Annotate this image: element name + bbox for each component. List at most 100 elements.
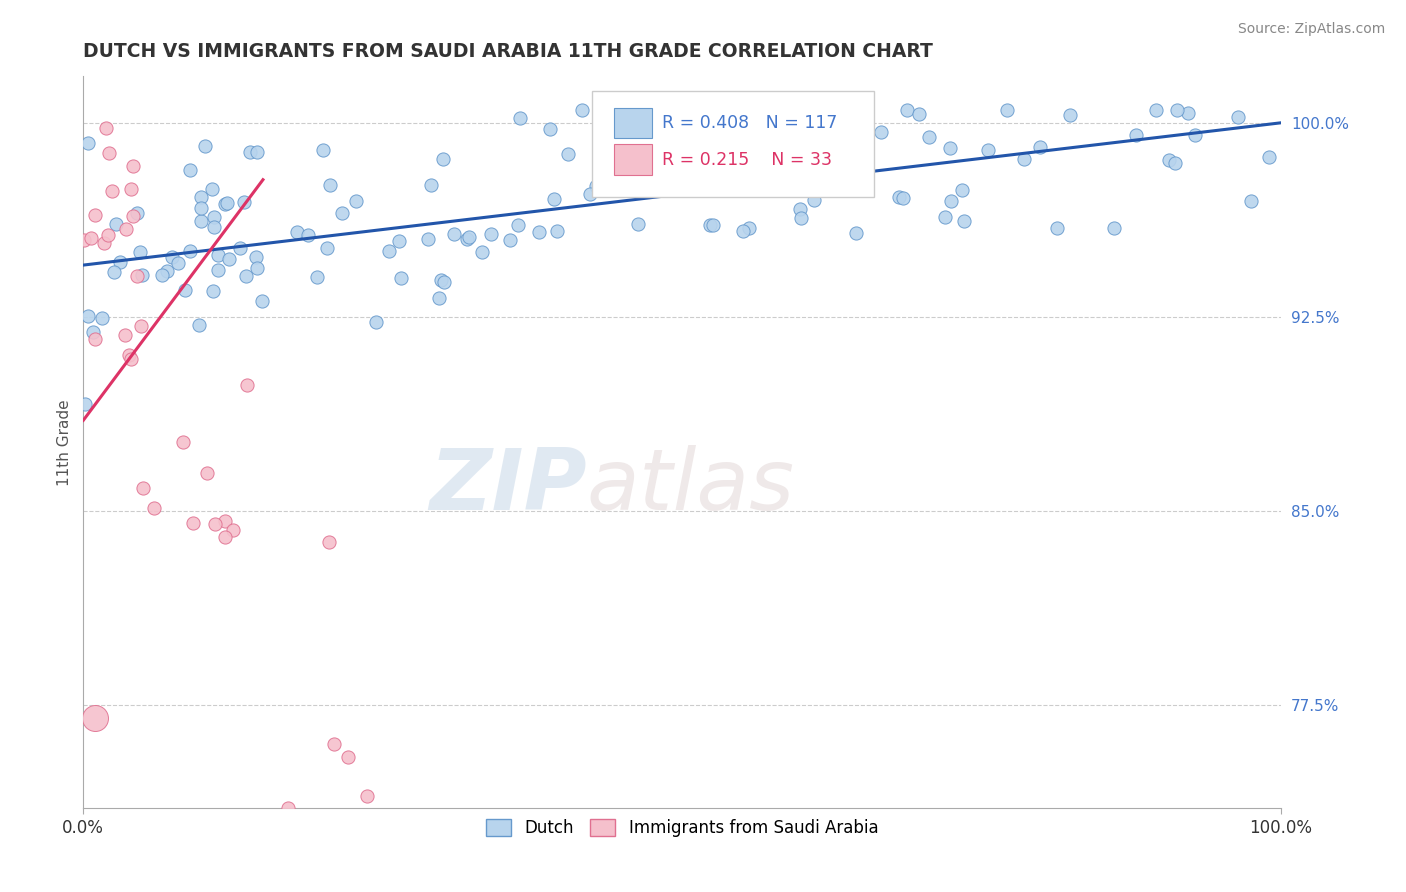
Point: [245, 250, 267, 264]
Point: [845, 226, 868, 240]
Point: [194, 138, 217, 153]
Point: [602, 145, 624, 160]
Point: [702, 218, 724, 232]
Point: [1144, 103, 1167, 117]
Point: [1046, 221, 1069, 235]
Point: [366, 315, 388, 329]
Point: [125, 268, 148, 283]
Point: [416, 232, 439, 246]
Point: [172, 435, 194, 450]
Point: [120, 182, 142, 196]
Point: [1166, 103, 1188, 117]
FancyBboxPatch shape: [592, 91, 875, 197]
Point: [1177, 105, 1199, 120]
Point: [179, 244, 201, 258]
Point: [214, 530, 236, 544]
Point: [239, 145, 262, 159]
Point: [121, 159, 143, 173]
Point: [202, 285, 225, 299]
Point: [443, 227, 465, 241]
Point: [118, 348, 141, 362]
Point: [693, 103, 716, 117]
Point: [433, 275, 456, 289]
Point: [207, 248, 229, 262]
Point: [195, 466, 218, 480]
Point: [204, 516, 226, 531]
Point: [105, 217, 128, 231]
FancyBboxPatch shape: [614, 145, 652, 175]
Point: [471, 244, 494, 259]
Point: [129, 318, 152, 333]
Point: [724, 132, 747, 146]
Point: [699, 218, 721, 232]
Point: [190, 214, 212, 228]
Point: [1227, 110, 1250, 124]
Point: [627, 217, 650, 231]
Point: [190, 190, 212, 204]
Point: [538, 122, 561, 136]
Point: [1029, 139, 1052, 153]
Point: [179, 163, 201, 178]
Point: [217, 196, 239, 211]
Point: [76, 136, 98, 150]
Point: [93, 236, 115, 251]
Point: [181, 516, 204, 531]
Text: R = 0.408   N = 117: R = 0.408 N = 117: [662, 114, 837, 132]
Point: [952, 214, 974, 228]
Point: [1014, 153, 1036, 167]
Point: [479, 227, 502, 242]
Point: [458, 229, 481, 244]
Point: [387, 234, 409, 248]
Point: [557, 146, 579, 161]
Point: [319, 178, 342, 193]
Point: [579, 187, 602, 202]
Point: [120, 351, 142, 366]
Point: [356, 789, 378, 803]
Point: [330, 206, 353, 220]
Legend: Dutch, Immigrants from Saudi Arabia: Dutch, Immigrants from Saudi Arabia: [479, 813, 886, 844]
Point: [917, 129, 939, 144]
Point: [1184, 128, 1206, 142]
Point: [887, 190, 910, 204]
Point: [1258, 150, 1281, 164]
Point: [891, 191, 914, 205]
Point: [94, 121, 117, 136]
Point: [908, 107, 931, 121]
Point: [207, 263, 229, 277]
Point: [803, 193, 825, 207]
Point: [934, 210, 956, 224]
Point: [73, 233, 96, 247]
Point: [129, 244, 152, 259]
Point: [731, 224, 754, 238]
Point: [156, 263, 179, 277]
Point: [202, 210, 225, 224]
Point: [316, 242, 339, 256]
Point: [160, 250, 183, 264]
Point: [432, 152, 454, 166]
Text: atlas: atlas: [586, 445, 794, 528]
Text: DUTCH VS IMMIGRANTS FROM SAUDI ARABIA 11TH GRADE CORRELATION CHART: DUTCH VS IMMIGRANTS FROM SAUDI ARABIA 11…: [83, 42, 934, 61]
Point: [420, 178, 443, 192]
Point: [166, 256, 188, 270]
Point: [229, 242, 252, 256]
Point: [91, 311, 114, 326]
Point: [115, 222, 138, 236]
Point: [103, 265, 125, 279]
Point: [80, 231, 103, 245]
Text: ZIP: ZIP: [429, 445, 586, 528]
Point: [427, 292, 450, 306]
Point: [977, 143, 1000, 157]
Point: [456, 232, 478, 246]
Point: [77, 309, 100, 323]
Point: [585, 179, 607, 194]
Point: [939, 194, 962, 208]
Point: [114, 328, 136, 343]
Point: [98, 145, 121, 160]
Point: [318, 535, 340, 549]
Point: [83, 208, 105, 222]
Point: [214, 514, 236, 528]
Point: [738, 221, 761, 235]
Point: [250, 293, 273, 308]
Point: [571, 103, 593, 117]
Point: [1164, 156, 1187, 170]
